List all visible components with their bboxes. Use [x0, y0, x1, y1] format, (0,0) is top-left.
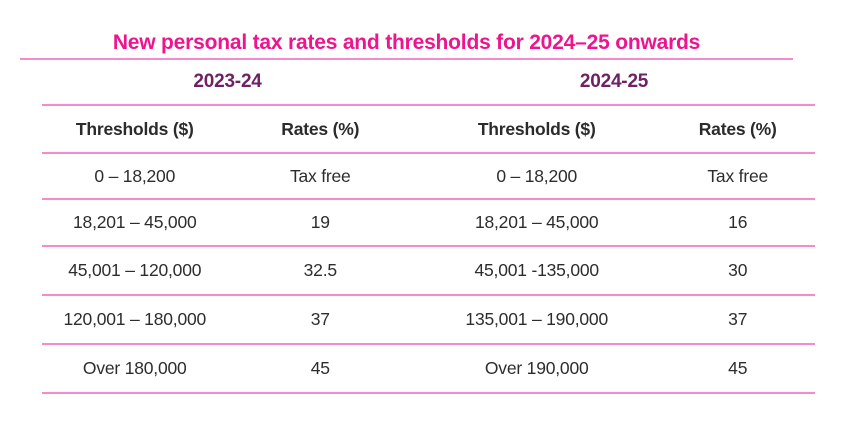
threshold-cell: 135,001 – 190,000	[465, 309, 608, 329]
year-header-row: 2023-24 2024-25	[42, 60, 815, 105]
table-title: New personal tax rates and thresholds fo…	[20, 0, 793, 60]
tax-table-page: New personal tax rates and thresholds fo…	[20, 0, 815, 394]
threshold-cell: 45,001 – 120,000	[68, 260, 202, 280]
column-header-row: Thresholds ($) Rates (%) Thresholds ($) …	[42, 105, 815, 153]
threshold-cell: 0 – 18,200	[94, 165, 176, 186]
year-header-2023-24: 2023-24	[193, 71, 262, 92]
threshold-cell: 0 – 18,200	[496, 165, 578, 186]
rate-cell: 45	[310, 358, 330, 378]
column-header-thresholds-2023-24: Thresholds ($)	[75, 118, 194, 139]
threshold-cell: 120,001 – 180,000	[63, 309, 207, 329]
rate-cell: Tax free	[707, 165, 769, 186]
threshold-cell: Over 180,000	[82, 358, 187, 378]
tax-rates-table: 2023-24 2024-25 Thresholds ($) Rates (%)…	[42, 60, 815, 394]
column-header-rates-2023-24: Rates (%)	[281, 118, 360, 139]
threshold-cell: 18,201 – 45,000	[474, 212, 599, 232]
table-row: 0 – 18,200 Tax free 0 – 18,200 Tax free	[42, 153, 815, 199]
rate-cell: 30	[728, 260, 748, 280]
rate-cell: 45	[728, 358, 748, 378]
table-row: 18,201 – 45,000 19 18,201 – 45,000 16	[42, 199, 815, 246]
rate-cell: 37	[728, 309, 748, 329]
table-row: 45,001 – 120,000 32.5 45,001 -135,000 30	[42, 246, 815, 295]
table-row: 120,001 – 180,000 37 135,001 – 190,000 3…	[42, 295, 815, 344]
column-header-rates-2024-25: Rates (%)	[698, 118, 777, 139]
year-header-2024-25: 2024-25	[579, 71, 649, 92]
threshold-cell: 18,201 – 45,000	[73, 212, 197, 232]
column-header-thresholds-2024-25: Thresholds ($)	[477, 118, 596, 139]
rate-cell: 19	[310, 212, 330, 232]
rate-cell: 32.5	[303, 260, 337, 280]
threshold-cell: Over 190,000	[484, 358, 589, 378]
rate-cell: Tax free	[289, 165, 351, 186]
threshold-cell: 45,001 -135,000	[474, 260, 599, 280]
rate-cell: 37	[310, 309, 330, 329]
rate-cell: 16	[728, 212, 748, 232]
table-row: Over 180,000 45 Over 190,000 45	[42, 344, 815, 393]
